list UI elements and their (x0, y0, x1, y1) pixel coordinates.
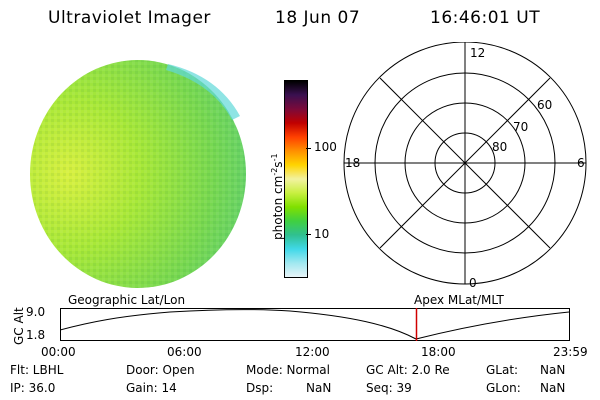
lat-label-80: 80 (492, 140, 508, 154)
status-door: Door: Open (126, 363, 195, 377)
altitude-curve (60, 309, 570, 340)
timeline-frame (60, 308, 570, 341)
status-mode: Mode: Normal (246, 363, 330, 377)
status-dsp-label: Dsp: (246, 381, 274, 395)
colorbar-unit-label: photon cm-2s-1 (270, 153, 285, 240)
instrument-title: Ultraviolet Imager (48, 8, 211, 28)
colorbar-tick-10 (306, 234, 311, 235)
colorbar-label-100: 100 (314, 140, 337, 154)
timeline-y-top: 9.0 (26, 305, 46, 319)
colorbar (284, 80, 308, 278)
timeline-right-title: Apex MLat/MLT (414, 293, 504, 307)
time-label: 16:46:01 UT (430, 8, 541, 28)
status-glat-label: GLat: (486, 363, 519, 377)
timeline-ylabel: GC Alt (12, 307, 26, 345)
time-tick-1800: 18:00 (421, 345, 456, 359)
lat-label-70: 70 (513, 120, 529, 134)
status-dsp-value: NaN (306, 381, 332, 395)
time-tick-0000: 00:00 (41, 345, 76, 359)
status-glon-value: NaN (540, 381, 566, 395)
timeline-y-bottom: 1.8 (26, 328, 46, 342)
status-gain: Gain: 14 (126, 381, 177, 395)
timeline-plot (60, 308, 570, 341)
lat-label-60: 60 (537, 98, 553, 112)
timeline-left-title: Geographic Lat/Lon (68, 293, 186, 307)
status-flt: Flt: LBHL (10, 363, 64, 377)
colorbar-label-10: 10 (314, 227, 330, 241)
status-seq: Seq: 39 (366, 381, 412, 395)
time-tick-1200: 12:00 (295, 345, 330, 359)
colorbar-tick-100 (306, 148, 311, 149)
time-tick-0600: 06:00 (167, 345, 202, 359)
mlt-label-18: 18 (345, 156, 361, 170)
mlt-label-0: 0 (469, 276, 477, 290)
mlt-label-12: 12 (470, 46, 486, 60)
status-glat-value: NaN (540, 363, 566, 377)
time-tick-2359: 23:59 (553, 345, 588, 359)
polar-grid (343, 42, 587, 285)
date-label: 18 Jun 07 (275, 8, 361, 28)
mlt-label-6: 6 (577, 156, 585, 170)
uv-image (30, 60, 246, 288)
status-gc-alt: GC Alt: 2.0 Re (366, 363, 450, 377)
status-ip: IP: 36.0 (10, 381, 56, 395)
status-glon-label: GLon: (486, 381, 521, 395)
